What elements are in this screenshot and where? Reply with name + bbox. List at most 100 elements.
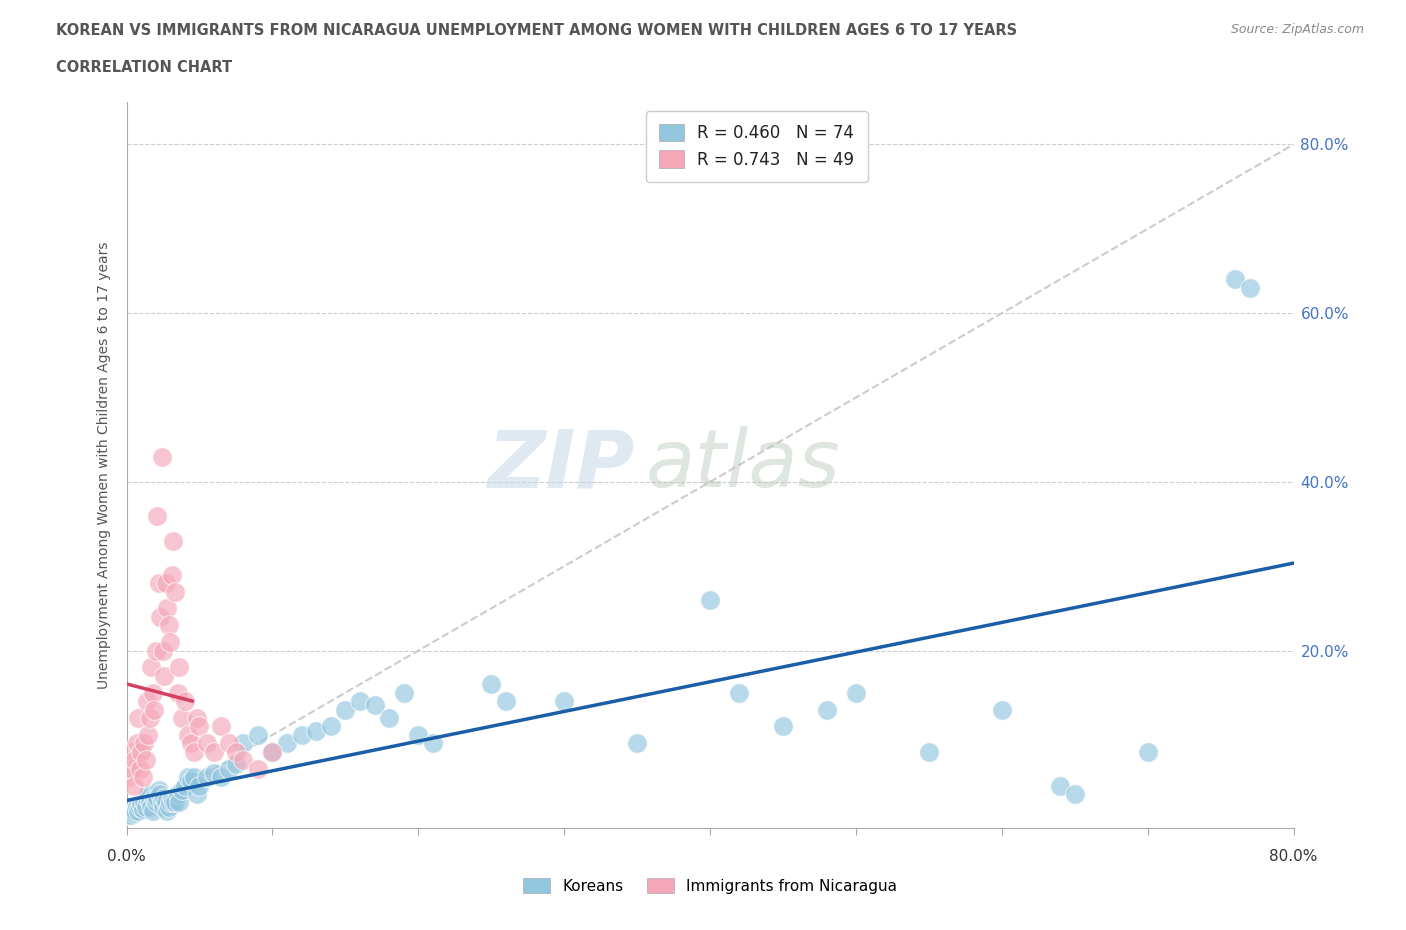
Point [183, 770, 205, 785]
Point [149, 787, 172, 802]
Point [160, 790, 183, 805]
Point [129, 797, 152, 812]
Y-axis label: Unemployment Among Women with Children Ages 6 to 17 years: Unemployment Among Women with Children A… [97, 241, 111, 689]
Text: CORRELATION CHART: CORRELATION CHART [56, 60, 232, 75]
Point [626, 736, 648, 751]
Point [174, 778, 197, 793]
Point [305, 724, 328, 738]
Text: ZIP: ZIP [486, 426, 634, 504]
Point [136, 790, 159, 805]
Point [202, 744, 225, 759]
Point [118, 807, 141, 822]
Point [177, 727, 200, 742]
Point [378, 711, 401, 725]
Point [167, 795, 190, 810]
Point [166, 787, 188, 802]
Point [170, 711, 193, 725]
Point [122, 778, 145, 793]
Point [122, 805, 145, 820]
Point [155, 795, 177, 810]
Point [124, 804, 146, 818]
Point [150, 449, 173, 464]
Point [132, 795, 155, 810]
Point [174, 694, 197, 709]
Point [392, 685, 415, 700]
Point [120, 807, 142, 822]
Point [139, 795, 162, 810]
Text: 0.0%: 0.0% [107, 849, 146, 864]
Point [128, 799, 150, 814]
Point [159, 795, 181, 810]
Point [232, 736, 254, 751]
Point [188, 719, 211, 734]
Point [170, 782, 193, 797]
Point [121, 799, 143, 814]
Point [138, 727, 160, 742]
Point [121, 762, 143, 777]
Point [232, 752, 254, 767]
Point [157, 618, 180, 632]
Point [699, 592, 721, 607]
Point [153, 790, 176, 805]
Point [363, 698, 385, 712]
Point [134, 799, 156, 814]
Point [1136, 744, 1159, 759]
Legend: Koreans, Immigrants from Nicaragua: Koreans, Immigrants from Nicaragua [516, 871, 904, 900]
Point [772, 719, 794, 734]
Point [162, 795, 184, 810]
Point [129, 744, 152, 759]
Point [218, 762, 240, 777]
Point [180, 774, 202, 789]
Point [125, 799, 148, 814]
Point [157, 799, 180, 814]
Point [349, 694, 371, 709]
Point [209, 719, 232, 734]
Point [195, 770, 218, 785]
Point [155, 576, 177, 591]
Point [146, 790, 169, 805]
Point [162, 534, 184, 549]
Point [120, 744, 142, 759]
Point [479, 677, 502, 692]
Point [159, 634, 181, 649]
Point [1063, 787, 1085, 802]
Point [990, 702, 1012, 717]
Point [149, 609, 172, 624]
Point [1239, 281, 1261, 296]
Text: 80.0%: 80.0% [1270, 849, 1317, 864]
Point [188, 778, 211, 793]
Point [218, 736, 240, 751]
Point [167, 660, 190, 675]
Point [166, 685, 188, 700]
Point [728, 685, 751, 700]
Point [209, 770, 232, 785]
Point [246, 762, 269, 777]
Point [134, 752, 156, 767]
Point [143, 702, 166, 717]
Point [276, 736, 298, 751]
Point [125, 736, 148, 751]
Point [183, 744, 205, 759]
Point [246, 727, 269, 742]
Point [225, 744, 247, 759]
Point [1049, 778, 1071, 793]
Point [553, 694, 575, 709]
Point [124, 752, 146, 767]
Point [152, 799, 174, 814]
Point [177, 770, 200, 785]
Point [146, 508, 169, 523]
Point [290, 727, 312, 742]
Point [127, 804, 149, 818]
Point [132, 736, 155, 751]
Point [202, 765, 225, 780]
Point [145, 644, 167, 658]
Point [225, 757, 247, 772]
Point [160, 567, 183, 582]
Point [142, 804, 165, 818]
Point [145, 795, 167, 810]
Point [139, 711, 162, 725]
Point [131, 770, 153, 785]
Point [136, 694, 159, 709]
Point [195, 736, 218, 751]
Point [156, 804, 179, 818]
